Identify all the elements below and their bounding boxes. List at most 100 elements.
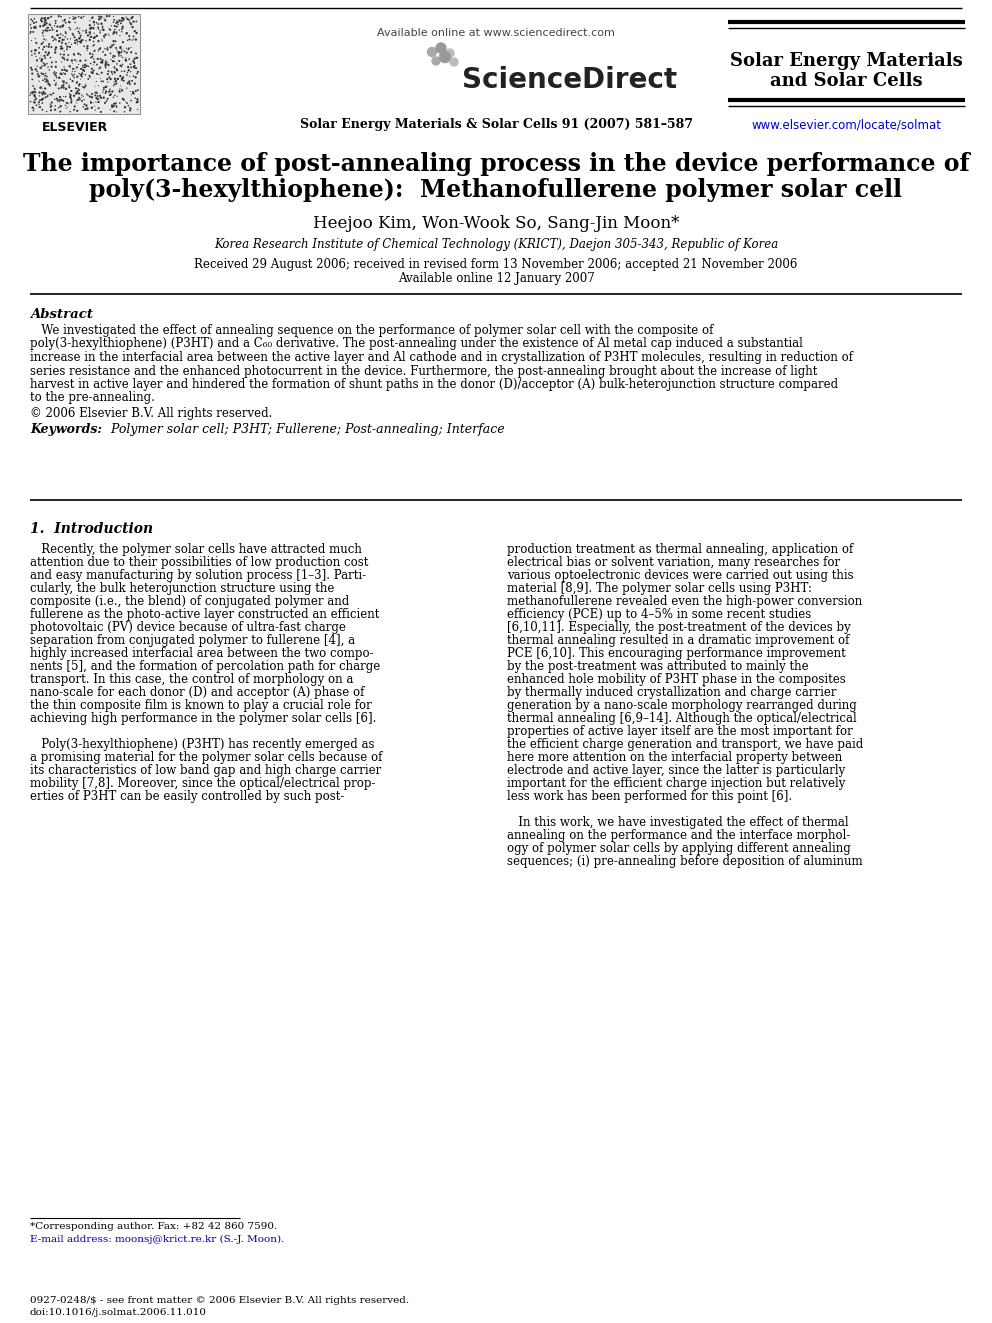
- Text: composite (i.e., the blend) of conjugated polymer and: composite (i.e., the blend) of conjugate…: [30, 595, 349, 609]
- Point: [90, 38, 106, 60]
- Point: [114, 69, 130, 90]
- Point: [96, 79, 112, 101]
- Point: [36, 15, 52, 36]
- Point: [52, 91, 67, 112]
- Point: [84, 58, 100, 79]
- Point: [76, 77, 92, 98]
- Point: [113, 42, 129, 64]
- Point: [66, 26, 82, 48]
- Point: [119, 93, 135, 114]
- Point: [102, 85, 118, 106]
- Point: [85, 49, 101, 70]
- Point: [91, 98, 107, 119]
- Point: [38, 78, 54, 99]
- Point: [50, 90, 65, 111]
- Point: [128, 42, 144, 64]
- Text: Available online 12 January 2007: Available online 12 January 2007: [398, 273, 594, 284]
- Point: [105, 45, 121, 66]
- Point: [78, 83, 94, 105]
- Point: [86, 28, 102, 49]
- Point: [111, 20, 127, 41]
- Point: [68, 78, 84, 99]
- Point: [109, 60, 125, 81]
- Point: [85, 17, 101, 38]
- Point: [33, 77, 49, 98]
- Point: [102, 37, 118, 58]
- Point: [62, 86, 78, 107]
- Text: properties of active layer itself are the most important for: properties of active layer itself are th…: [507, 725, 853, 738]
- Point: [63, 64, 79, 85]
- Point: [32, 90, 48, 111]
- Point: [129, 22, 145, 44]
- Point: [39, 69, 55, 90]
- Point: [62, 28, 78, 49]
- Point: [39, 53, 55, 74]
- Text: Solar Energy Materials: Solar Energy Materials: [730, 52, 962, 70]
- Point: [126, 28, 142, 49]
- Point: [40, 70, 56, 91]
- Point: [75, 57, 91, 78]
- Point: [72, 69, 88, 90]
- Point: [38, 7, 54, 28]
- Point: [62, 17, 77, 38]
- Point: [67, 49, 83, 70]
- Point: [122, 70, 138, 91]
- Point: [56, 77, 71, 98]
- Point: [116, 61, 132, 82]
- Point: [55, 32, 70, 53]
- Text: [6,10,11]. Especially, the post-treatment of the devices by: [6,10,11]. Especially, the post-treatmen…: [507, 620, 851, 634]
- Point: [53, 64, 68, 85]
- Point: [121, 9, 137, 30]
- Point: [66, 99, 82, 120]
- Point: [106, 93, 122, 114]
- Point: [109, 86, 125, 107]
- Point: [103, 69, 119, 90]
- Point: [127, 87, 143, 108]
- Point: [124, 8, 140, 29]
- Point: [75, 86, 91, 107]
- Point: [24, 41, 40, 62]
- Point: [90, 19, 106, 40]
- Point: [126, 11, 142, 32]
- Point: [25, 75, 41, 97]
- Text: by thermally induced crystallization and charge carrier: by thermally induced crystallization and…: [507, 687, 836, 699]
- Point: [57, 70, 72, 91]
- Point: [33, 45, 49, 66]
- Point: [47, 16, 62, 37]
- Point: [47, 61, 62, 82]
- Point: [97, 52, 113, 73]
- Point: [38, 41, 54, 62]
- Text: Heejoo Kim, Won-Wook So, Sang-Jin Moon*: Heejoo Kim, Won-Wook So, Sang-Jin Moon*: [312, 216, 680, 232]
- Point: [82, 15, 98, 36]
- Point: [82, 86, 98, 107]
- Point: [53, 26, 68, 48]
- Point: [42, 74, 58, 95]
- Point: [29, 95, 45, 116]
- Text: Korea Research Institute of Chemical Technology (KRICT), Daejon 305-343, Republi: Korea Research Institute of Chemical Tec…: [214, 238, 778, 251]
- Point: [127, 73, 143, 94]
- Point: [93, 13, 109, 34]
- Point: [37, 13, 53, 34]
- Point: [36, 20, 52, 41]
- Point: [107, 19, 123, 40]
- Point: [86, 95, 102, 116]
- Point: [113, 56, 129, 77]
- Point: [39, 66, 55, 87]
- Point: [92, 57, 108, 78]
- Point: [69, 17, 85, 38]
- Point: [100, 24, 116, 45]
- Point: [60, 36, 75, 57]
- Point: [104, 97, 120, 118]
- Point: [128, 66, 144, 87]
- Point: [37, 67, 53, 89]
- Point: [43, 99, 59, 120]
- Point: [57, 48, 72, 69]
- Point: [95, 41, 111, 62]
- Text: fullerene as the photo-active layer constructed an efficient: fullerene as the photo-active layer cons…: [30, 609, 379, 620]
- Point: [23, 16, 39, 37]
- Point: [109, 22, 125, 44]
- Point: [63, 50, 79, 71]
- Point: [63, 90, 79, 111]
- Point: [26, 91, 42, 112]
- Point: [29, 49, 45, 70]
